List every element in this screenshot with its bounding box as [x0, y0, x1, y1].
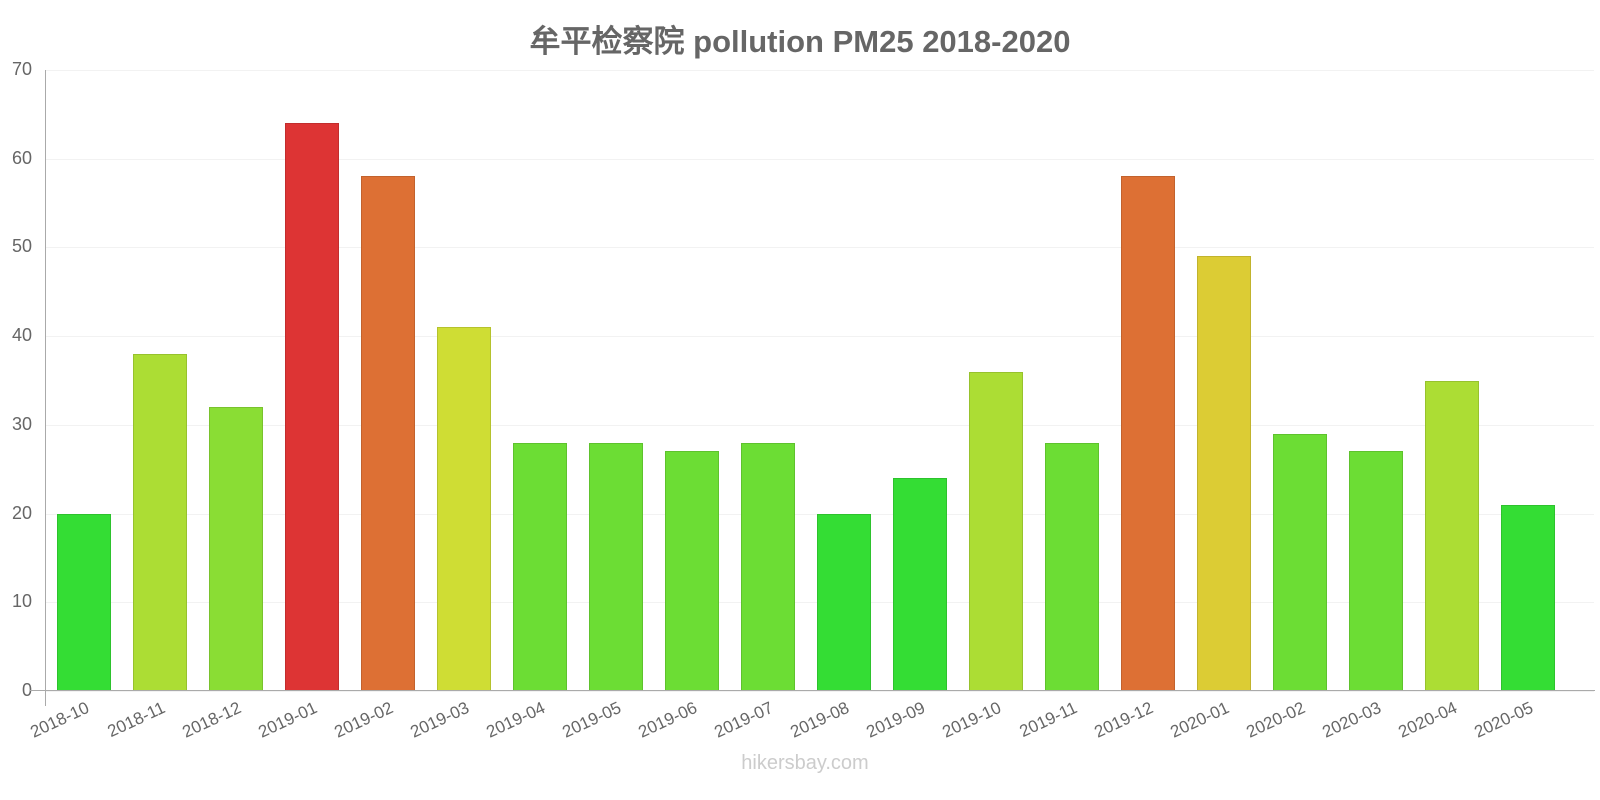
gridline	[46, 691, 1594, 692]
y-axis-line	[45, 70, 46, 706]
x-tick-label: 2019-03	[407, 698, 473, 742]
x-tick-label: 2019-04	[483, 698, 549, 742]
x-tick-label: 2019-02	[331, 698, 397, 742]
bar-2019-07[interactable]	[741, 442, 795, 691]
watermark: hikersbay.com	[741, 752, 869, 774]
x-tick-label: 2020-04	[1395, 698, 1461, 742]
bar-2019-02[interactable]	[361, 176, 415, 691]
y-tick-label: 30	[11, 413, 32, 434]
gridline	[46, 336, 1594, 338]
x-tick-label: 2019-01	[255, 698, 321, 742]
y-tick-label: 70	[11, 59, 32, 79]
y-tick-label: 60	[11, 147, 32, 168]
chart-title: 牟平检察院 pollution PM25 2018-2020	[529, 24, 1071, 59]
gridline	[46, 70, 1594, 71]
bar-2018-10[interactable]	[57, 513, 111, 691]
y-tick-label: 40	[11, 325, 32, 346]
bar-2019-09[interactable]	[893, 478, 947, 691]
gridline	[46, 247, 1594, 249]
bar-2018-12[interactable]	[209, 407, 263, 691]
x-tick-label: 2019-12	[1091, 698, 1157, 742]
x-tick-label: 2020-01	[1167, 698, 1233, 742]
bar-2019-01[interactable]	[285, 123, 339, 691]
bar-2018-11[interactable]	[133, 353, 187, 691]
bar-2020-03[interactable]	[1349, 451, 1403, 691]
x-tick-label: 2019-10	[939, 698, 1005, 742]
x-axis-line	[30, 690, 1595, 691]
y-tick-label: 10	[11, 591, 32, 612]
x-tick-label: 2018-12	[179, 698, 245, 742]
gridline	[46, 424, 1594, 426]
bar-2019-12[interactable]	[1121, 176, 1175, 691]
bar-2020-04[interactable]	[1425, 380, 1479, 691]
x-tick-label: 2020-03	[1319, 698, 1385, 742]
y-tick-label: 0	[21, 680, 32, 700]
x-tick-label: 2020-05	[1471, 698, 1537, 742]
x-tick-label: 2018-10	[27, 698, 93, 742]
x-tick-label: 2020-02	[1243, 698, 1309, 742]
bar-2019-04[interactable]	[513, 442, 567, 691]
x-tick-label: 2019-07	[711, 698, 777, 742]
x-tick-label: 2019-08	[787, 698, 853, 742]
bar-2019-06[interactable]	[665, 451, 719, 691]
bar-2020-01[interactable]	[1197, 256, 1251, 691]
plot-area	[46, 70, 1594, 692]
bar-2019-11[interactable]	[1045, 442, 1099, 691]
x-tick-label: 2019-06	[635, 698, 701, 742]
y-tick-label: 20	[11, 502, 32, 523]
bar-2019-03[interactable]	[437, 327, 491, 691]
x-tick-label: 2019-09	[863, 698, 929, 742]
y-tick-label: 50	[11, 236, 32, 257]
bar-2020-02[interactable]	[1273, 433, 1327, 691]
bar-2019-10[interactable]	[969, 371, 1023, 691]
bar-2019-05[interactable]	[589, 442, 643, 691]
x-tick-label: 2019-11	[1016, 698, 1081, 742]
x-tick-label: 2018-11	[104, 698, 169, 742]
bar-2019-08[interactable]	[817, 513, 871, 691]
gridline	[46, 158, 1594, 160]
x-tick-label: 2019-05	[559, 698, 625, 742]
bar-2020-05[interactable]	[1501, 504, 1555, 691]
